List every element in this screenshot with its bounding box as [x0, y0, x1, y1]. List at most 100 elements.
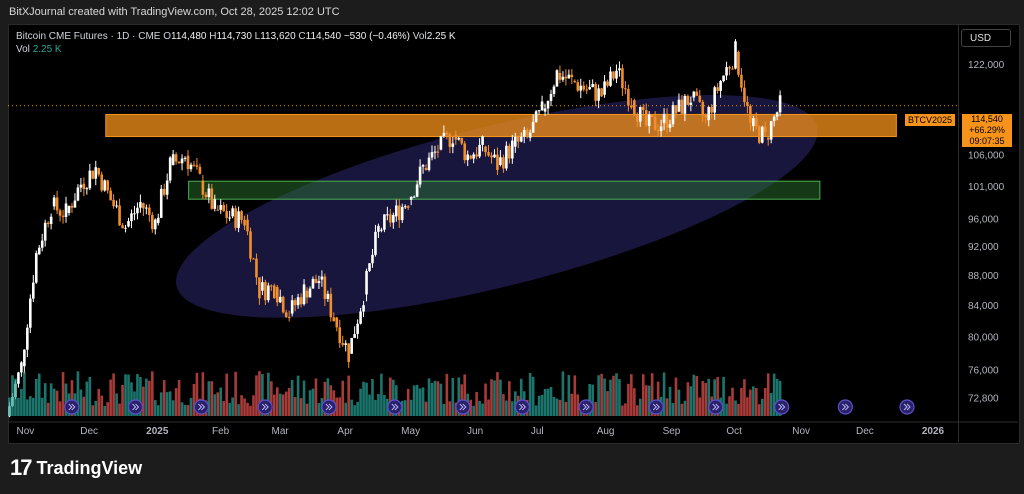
- candle-body: [650, 114, 654, 117]
- candle-body: [231, 208, 234, 217]
- candle-body: [749, 105, 752, 123]
- volume-bar: [534, 405, 538, 416]
- candle-body: [97, 168, 101, 175]
- x-axis-tick-label: Aug: [597, 426, 615, 437]
- candle-body: [766, 137, 770, 140]
- candle-body: [659, 126, 663, 132]
- candle-body: [228, 217, 231, 219]
- candle-body: [320, 276, 324, 280]
- candle-body: [272, 285, 276, 299]
- candle-body: [558, 72, 562, 80]
- volume-bar: [374, 399, 377, 416]
- volume-bar: [457, 377, 461, 416]
- candle-body: [195, 165, 199, 167]
- volume-bar: [139, 376, 142, 416]
- orange-resistance-zone[interactable]: [105, 113, 897, 138]
- candle-body: [278, 296, 282, 303]
- candle-body: [365, 270, 368, 295]
- volume-bar: [389, 377, 392, 416]
- volume-bar: [341, 380, 345, 416]
- candle-body: [267, 285, 270, 301]
- x-axis-tick-label: Mar: [272, 426, 290, 437]
- volume-value: 2.25 K: [426, 31, 456, 42]
- volume-bar: [29, 396, 32, 416]
- candle-body: [543, 108, 547, 112]
- candle-body: [353, 334, 356, 338]
- candle-body: [281, 296, 285, 313]
- candle-body: [261, 282, 264, 291]
- volume-bar: [561, 371, 565, 416]
- volume-bar: [772, 373, 776, 416]
- volume-bar: [55, 390, 59, 416]
- candle-body: [445, 132, 449, 135]
- candle-body: [82, 183, 86, 190]
- candle-body: [763, 126, 767, 132]
- volume-bar: [272, 394, 276, 416]
- candle-body: [350, 337, 353, 354]
- candle-body: [311, 278, 315, 289]
- volume-bar: [671, 403, 675, 416]
- currency-button[interactable]: USD: [961, 29, 1011, 47]
- event-arrow-icon: [842, 403, 850, 411]
- candle-body: [240, 211, 243, 220]
- candle-body: [115, 205, 118, 207]
- candle-body: [674, 105, 678, 114]
- volume-bar: [11, 375, 14, 416]
- candle-body: [159, 188, 163, 218]
- volume-bar: [683, 400, 687, 416]
- volume-bar: [531, 376, 535, 416]
- candle-body: [308, 288, 312, 298]
- y-axis-tick-label: 92,000: [968, 242, 999, 253]
- volume-bar: [43, 383, 47, 416]
- bar-countdown: 09:07:35: [969, 136, 1005, 146]
- green-support-zone[interactable]: [188, 180, 821, 200]
- event-arrow-icon: [132, 403, 140, 411]
- candle-body: [683, 95, 687, 114]
- volume-bar: [725, 403, 728, 416]
- candle-body: [127, 221, 130, 227]
- volume-indicator-label[interactable]: Vol: [16, 44, 30, 55]
- volume-bar: [427, 378, 431, 416]
- candle-body: [189, 164, 193, 170]
- candle-body: [704, 115, 708, 118]
- volume-bar: [326, 378, 330, 416]
- candle-body: [576, 82, 580, 91]
- volume-bar: [97, 388, 101, 416]
- volume-bar: [618, 379, 621, 416]
- volume-bar: [290, 380, 294, 416]
- candle-body: [481, 136, 484, 145]
- low-label: L: [254, 31, 261, 42]
- candle-body: [671, 105, 675, 125]
- volume-bar: [37, 373, 41, 416]
- volume-bar: [171, 400, 175, 416]
- volume-bar: [46, 402, 50, 416]
- candle-body: [323, 276, 327, 299]
- candle-body: [475, 154, 478, 157]
- volume-bar: [177, 380, 181, 416]
- candle-body: [374, 231, 377, 255]
- candle-body: [204, 194, 208, 198]
- candle-body: [76, 187, 80, 201]
- candle-body: [403, 206, 407, 208]
- y-axis-tick-label: 106,000: [968, 151, 1005, 162]
- candle-body: [502, 157, 505, 169]
- candle-body: [716, 87, 719, 91]
- candle-body: [421, 165, 425, 167]
- candle-body: [43, 222, 47, 241]
- volume-bar: [94, 400, 98, 416]
- candle-body: [460, 137, 464, 144]
- price-chart[interactable]: 122,000 106,000 101,000 96,000 92,000 88,000 8…: [8, 24, 1018, 442]
- volume-bar: [743, 379, 746, 416]
- candle-body: [505, 145, 508, 169]
- candle-body: [219, 205, 223, 210]
- volume-bar: [490, 379, 493, 416]
- symbol-title[interactable]: Bitcoin CME Futures · 1D · CME: [16, 31, 161, 42]
- candle-body: [317, 281, 321, 284]
- candle-body: [615, 70, 618, 79]
- candle-body: [192, 164, 196, 166]
- volume-bar: [31, 397, 35, 416]
- candle-body: [499, 157, 502, 165]
- candle-body: [409, 196, 413, 200]
- candle-body: [546, 100, 550, 109]
- candle-body: [531, 121, 535, 133]
